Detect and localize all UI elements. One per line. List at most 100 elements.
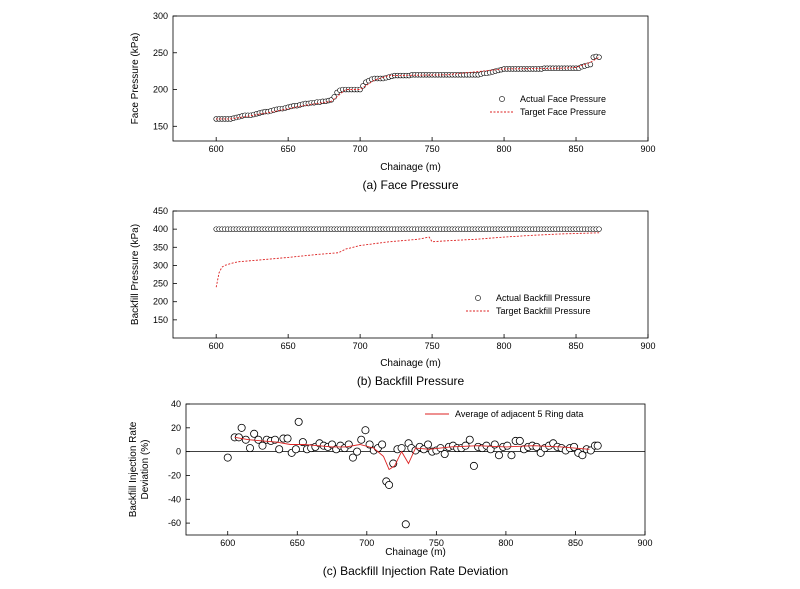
legend-marker (499, 96, 505, 102)
plot-frame (185, 403, 646, 536)
x-tick-label: 800 (497, 341, 512, 351)
x-tick-label: 650 (281, 341, 296, 351)
y-tick-label: 450 (153, 206, 168, 216)
data-point (385, 480, 394, 489)
legend: Actual Face Pressure Target Face Pressure (490, 94, 606, 117)
x-tick-label: 800 (497, 144, 512, 154)
legend-label: Actual Face Pressure (520, 94, 606, 104)
data-point (294, 417, 303, 426)
x-tick-label: 650 (281, 144, 296, 154)
legend-marker (475, 295, 481, 301)
data-point (424, 440, 433, 449)
data-point (494, 451, 503, 460)
legend-label: Average of adjacent 5 Ring data (455, 409, 583, 419)
data-point (596, 226, 602, 232)
y-tick-label: 250 (153, 279, 168, 289)
y-tick-label: -40 (168, 494, 181, 504)
x-tick-label: 900 (640, 341, 655, 351)
data-point (578, 451, 587, 460)
data-point (587, 61, 594, 68)
x-tick-label: 800 (498, 538, 513, 548)
y-tick-label: -60 (168, 518, 181, 528)
data-point (570, 442, 579, 451)
x-tick-label: 900 (640, 144, 655, 154)
x-tick-label: 900 (637, 538, 652, 548)
plot-frame (172, 210, 649, 339)
y-tick-label: 0 (176, 447, 181, 457)
data-point (469, 461, 478, 470)
data-point (353, 447, 362, 456)
data-point (503, 441, 512, 450)
series-line (215, 232, 600, 288)
legend-label: Actual Backfill Pressure (496, 293, 591, 303)
y-tick-label: -20 (168, 470, 181, 480)
x-tick-label: 850 (568, 538, 583, 548)
x-tick-label: 650 (290, 538, 305, 548)
data-point (283, 434, 292, 443)
x-tick-label: 850 (569, 341, 584, 351)
data-point (465, 435, 474, 444)
legend-label: Target Face Pressure (520, 107, 606, 117)
y-tick-label: 200 (153, 297, 168, 307)
data-point (348, 453, 357, 462)
x-tick-label: 750 (425, 144, 440, 154)
legend-label: Target Backfill Pressure (496, 306, 591, 316)
x-tick-label: 850 (569, 144, 584, 154)
y-axis-title: Backfill Injection RateDeviation (%) (128, 421, 151, 517)
chart-caption: (a) Face Pressure (362, 178, 458, 192)
y-tick-label: 350 (153, 242, 168, 252)
plot-frame (172, 15, 649, 142)
series-line (234, 436, 590, 471)
data-point (507, 451, 516, 460)
legend: Average of adjacent 5 Ring data (425, 409, 583, 419)
y-tick-label: 300 (153, 260, 168, 270)
data-point (378, 440, 387, 449)
y-tick-label: 40 (171, 399, 181, 409)
face-pressure-chart: 600 650 700 750 800 850 900 150 200 250 300 Actual … (130, 11, 656, 192)
legend: Actual Backfill Pressure Target Backfill … (466, 293, 591, 316)
x-axis-title: Chainage (m) (380, 358, 441, 369)
y-tick-label: 200 (153, 85, 168, 95)
data-point (593, 441, 602, 450)
y-tick-label: 400 (153, 224, 168, 234)
x-tick-label: 700 (353, 341, 368, 351)
data-point (291, 445, 300, 454)
data-point (223, 453, 232, 462)
x-tick-label: 600 (220, 538, 235, 548)
data-point (532, 442, 541, 451)
data-point (596, 54, 602, 60)
y-tick-label: 20 (171, 423, 181, 433)
y-tick-label: 300 (153, 11, 168, 21)
data-point (490, 440, 499, 449)
injection-rate-deviation-chart: 600 650 700 750 800 850 900 -60 -40 -20 0 20 40 Avera… (128, 399, 653, 578)
series-line (216, 56, 600, 120)
backfill-pressure-chart: 600 650 700 750 800 850 900 150 200 250 300 350 400 4… (130, 206, 656, 388)
data-point (440, 450, 449, 459)
data-point (298, 438, 307, 447)
data-point (397, 444, 406, 453)
x-tick-label: 700 (359, 538, 374, 548)
data-point (237, 423, 246, 432)
data-point (258, 441, 267, 450)
data-point (401, 520, 410, 529)
data-point (250, 429, 259, 438)
y-axis-title: Face Pressure (kPa) (130, 33, 141, 125)
y-axis-title: Backfill Pressure (kPa) (130, 224, 141, 325)
x-axis-title: Chainage (m) (380, 162, 441, 173)
data-point (361, 426, 370, 435)
y-tick-label: 150 (153, 315, 168, 325)
x-axis-title: Chainage (m) (385, 547, 446, 558)
data-point (357, 435, 366, 444)
y-tick-label: 250 (153, 48, 168, 58)
chart-caption: (b) Backfill Pressure (357, 374, 465, 388)
data-point (275, 445, 284, 454)
chart-caption: (c) Backfill Injection Rate Deviation (323, 564, 508, 578)
data-point (515, 436, 524, 445)
data-point (254, 435, 263, 444)
x-tick-label: 750 (425, 341, 440, 351)
x-tick-label: 600 (209, 341, 224, 351)
x-tick-label: 700 (353, 144, 368, 154)
x-tick-label: 750 (429, 538, 444, 548)
data-point (245, 444, 254, 453)
